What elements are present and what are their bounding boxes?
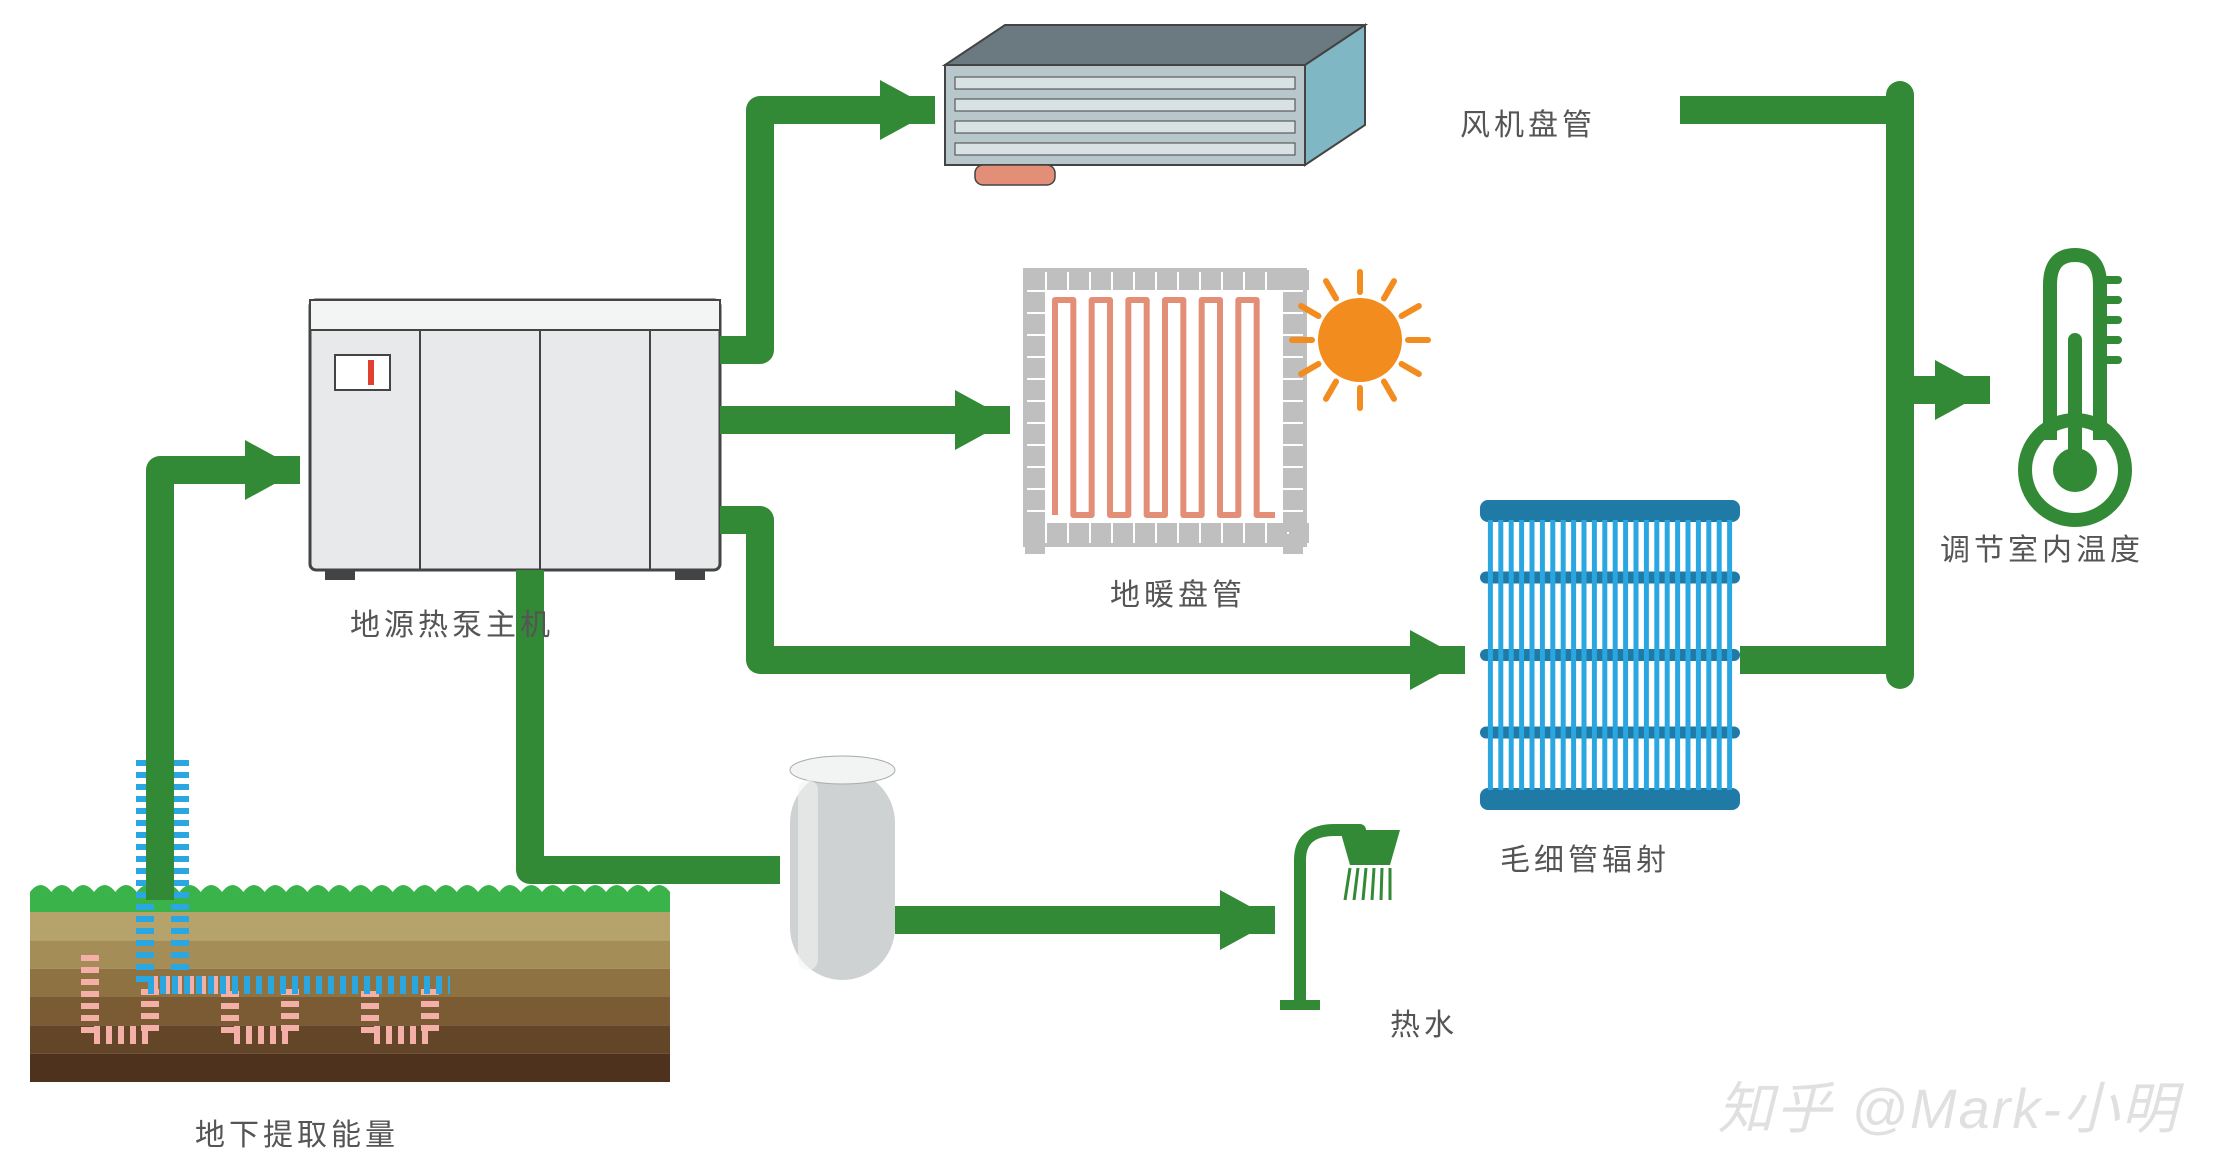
label-floor-heating: 地暖盘管 (1110, 570, 1246, 614)
label-fan-coil: 风机盘管 (1460, 100, 1596, 144)
label-temp-control: 调节室内温度 (1940, 525, 2144, 569)
label-heat-pump: 地源热泵主机 (350, 600, 554, 644)
watermark: 知乎 @Mark-小明 (1718, 1064, 2180, 1145)
label-capillary: 毛细管辐射 (1500, 835, 1670, 879)
label-hot-water: 热水 (1390, 1000, 1458, 1044)
label-ground-energy: 地下提取能量 (195, 1110, 399, 1154)
